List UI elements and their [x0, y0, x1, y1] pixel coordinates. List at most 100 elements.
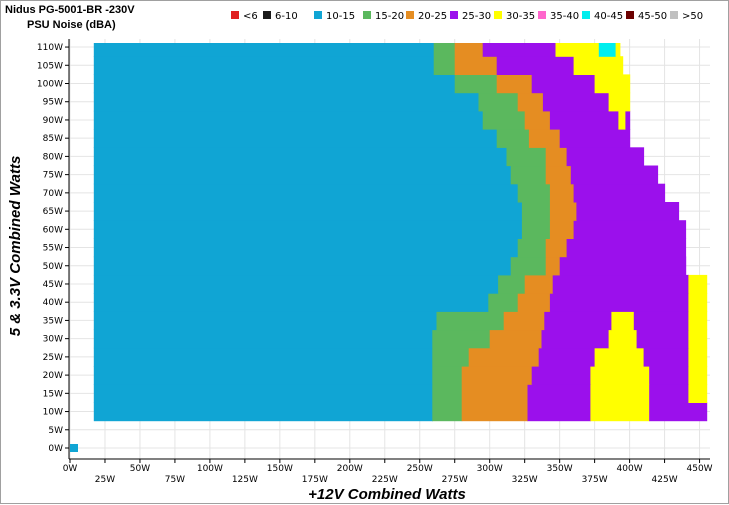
- heatmap-cell: [93, 366, 434, 385]
- legend-item: >50: [670, 11, 703, 22]
- heatmap-cell: [541, 329, 610, 349]
- heatmap-cell: [454, 43, 484, 57]
- y-tick-label: 60W: [43, 225, 63, 235]
- legend-label: 15-20: [375, 11, 404, 22]
- y-tick-label: 85W: [43, 134, 63, 144]
- heatmap-cell: [538, 347, 596, 367]
- legend-label: 10-15: [326, 11, 355, 22]
- heatmap-cell: [432, 384, 463, 403]
- heatmap-cell: [531, 366, 592, 385]
- heatmap-cell: [608, 329, 638, 349]
- heatmap-cell: [517, 293, 551, 312]
- y-tick-label: 20W: [43, 371, 63, 381]
- legend-label: 45-50: [638, 11, 667, 22]
- heatmap-cell: [528, 129, 561, 148]
- heatmap-cell: [545, 238, 568, 258]
- heatmap-cell: [432, 402, 463, 422]
- heatmap-cell: [468, 347, 540, 367]
- y-tick-label: 95W: [43, 98, 63, 108]
- heatmap-cell: [93, 384, 434, 403]
- legend-item: 15-20: [363, 11, 404, 22]
- heatmap-cells: [70, 43, 708, 452]
- heatmap-cell: [545, 147, 568, 167]
- legend-label: 20-25: [418, 11, 447, 22]
- heatmap-cell: [524, 110, 551, 130]
- heatmap-cell: [517, 183, 551, 203]
- heatmap-cell: [618, 110, 626, 130]
- legend-item: 6-10: [263, 11, 298, 22]
- heatmap-cell: [649, 402, 708, 422]
- x-tick-label: 125W: [232, 475, 258, 485]
- heatmap-cell: [432, 347, 470, 367]
- heatmap-cell: [93, 329, 434, 349]
- x-tick-label: 225W: [372, 475, 398, 485]
- heatmap-cell: [93, 147, 508, 167]
- heatmap-cell: [573, 220, 687, 239]
- heatmap-cell: [688, 329, 708, 349]
- legend-item: 45-50: [626, 11, 667, 22]
- heatmap-cell: [93, 56, 435, 75]
- y-tick-label: 40W: [43, 298, 63, 308]
- heatmap-cell: [545, 256, 561, 276]
- x-tick-label: 375W: [582, 475, 608, 485]
- y-tick-label: 25W: [43, 353, 63, 363]
- y-tick-label: 100W: [37, 80, 63, 90]
- heatmap-cell: [590, 366, 650, 385]
- heatmap-cell: [552, 274, 689, 294]
- heatmap-cell: [643, 347, 689, 367]
- y-tick-label: 0W: [48, 444, 63, 454]
- heatmap-cell: [433, 43, 456, 57]
- heatmap-cell: [611, 311, 635, 331]
- heatmap-cell: [594, 74, 631, 94]
- legend-item: 25-30: [450, 11, 491, 22]
- legend-swatch: [263, 11, 271, 19]
- heatmap-cell: [93, 202, 523, 221]
- heatmap-cell: [688, 366, 708, 385]
- heatmap-cell: [461, 402, 529, 422]
- legend-swatch: [582, 11, 590, 19]
- heatmap-cell: [527, 402, 592, 422]
- heatmap-cell: [573, 183, 666, 203]
- x-tick-label: 200W: [337, 464, 363, 474]
- y-tick-label: 10W: [43, 408, 63, 418]
- x-tick-label: 0W: [63, 464, 78, 474]
- heatmap-cell: [608, 92, 631, 112]
- heatmap-cell: [527, 384, 592, 403]
- heatmap-cell: [432, 329, 491, 349]
- x-tick-label: 275W: [442, 475, 468, 485]
- y-tick-label: 70W: [43, 189, 63, 199]
- heatmap-cell: [496, 56, 575, 75]
- heatmap-cell: [517, 92, 544, 112]
- heatmap-cell: [615, 43, 621, 57]
- heatmap-cell: [496, 129, 530, 148]
- y-tick-label: 45W: [43, 280, 63, 290]
- legend-label: 25-30: [462, 11, 491, 22]
- x-tick-label: 25W: [95, 475, 115, 485]
- heatmap-cell: [93, 238, 519, 258]
- legend-swatch: [363, 11, 371, 19]
- y-tick-label: 110W: [37, 43, 63, 53]
- heatmap-cell: [549, 293, 689, 312]
- y-tick-label: 55W: [43, 244, 63, 254]
- heatmap-cell: [549, 183, 575, 203]
- heatmap-cell: [566, 238, 687, 258]
- legend-item: 30-35: [494, 11, 535, 22]
- heatmap-cell: [93, 311, 438, 331]
- heatmap-cell: [93, 293, 489, 312]
- legend-item: 40-45: [582, 11, 623, 22]
- x-tick-label: 400W: [617, 464, 643, 474]
- heatmap-cell: [549, 202, 578, 221]
- y-tick-label: 90W: [43, 116, 63, 126]
- heatmap-cell: [531, 74, 596, 94]
- heatmap-cell: [510, 165, 547, 185]
- heatmap-cell: [93, 92, 480, 112]
- heatmap-cell: [454, 74, 498, 94]
- legend-item: <6: [231, 11, 258, 22]
- x-tick-label: 325W: [512, 475, 538, 485]
- y-tick-label: 75W: [43, 171, 63, 181]
- heatmap-cell: [433, 56, 456, 75]
- chart-title: Nidus PG-5001-BR -230V: [5, 4, 135, 16]
- heatmap-cell: [649, 384, 689, 403]
- legend-swatch: [626, 11, 634, 19]
